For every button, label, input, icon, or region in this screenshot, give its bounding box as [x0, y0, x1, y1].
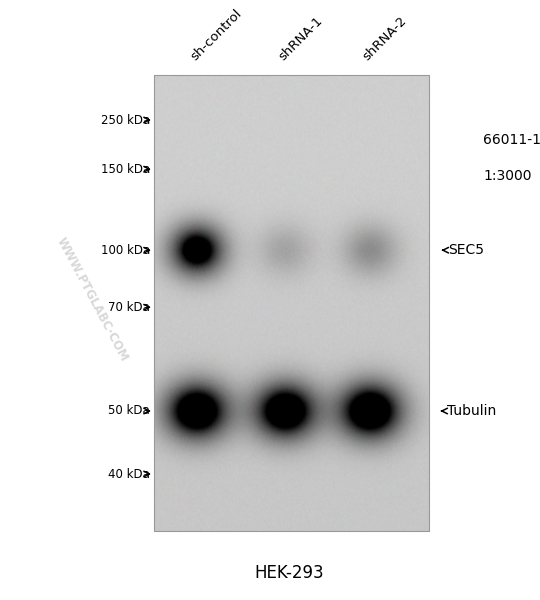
Text: shRNA-1: shRNA-1 — [276, 14, 325, 63]
Text: 40 kDa: 40 kDa — [108, 467, 150, 481]
Text: 50 kDa: 50 kDa — [109, 404, 150, 418]
Text: Tubulin: Tubulin — [447, 404, 496, 418]
Text: 1:3000: 1:3000 — [483, 169, 532, 183]
Text: 66011-1-Ig: 66011-1-Ig — [483, 133, 540, 147]
Text: 150 kDa: 150 kDa — [101, 163, 150, 176]
Text: SEC5: SEC5 — [448, 243, 484, 257]
Text: 70 kDa: 70 kDa — [108, 301, 150, 314]
Text: sh-control: sh-control — [188, 7, 244, 63]
Text: WWW.PTGLABC·COM: WWW.PTGLABC·COM — [53, 236, 130, 364]
Bar — [154, 75, 429, 531]
Text: HEK-293: HEK-293 — [254, 564, 323, 582]
Text: 250 kDa: 250 kDa — [101, 113, 150, 127]
Text: 100 kDa: 100 kDa — [101, 244, 150, 257]
Text: shRNA-2: shRNA-2 — [361, 14, 410, 63]
